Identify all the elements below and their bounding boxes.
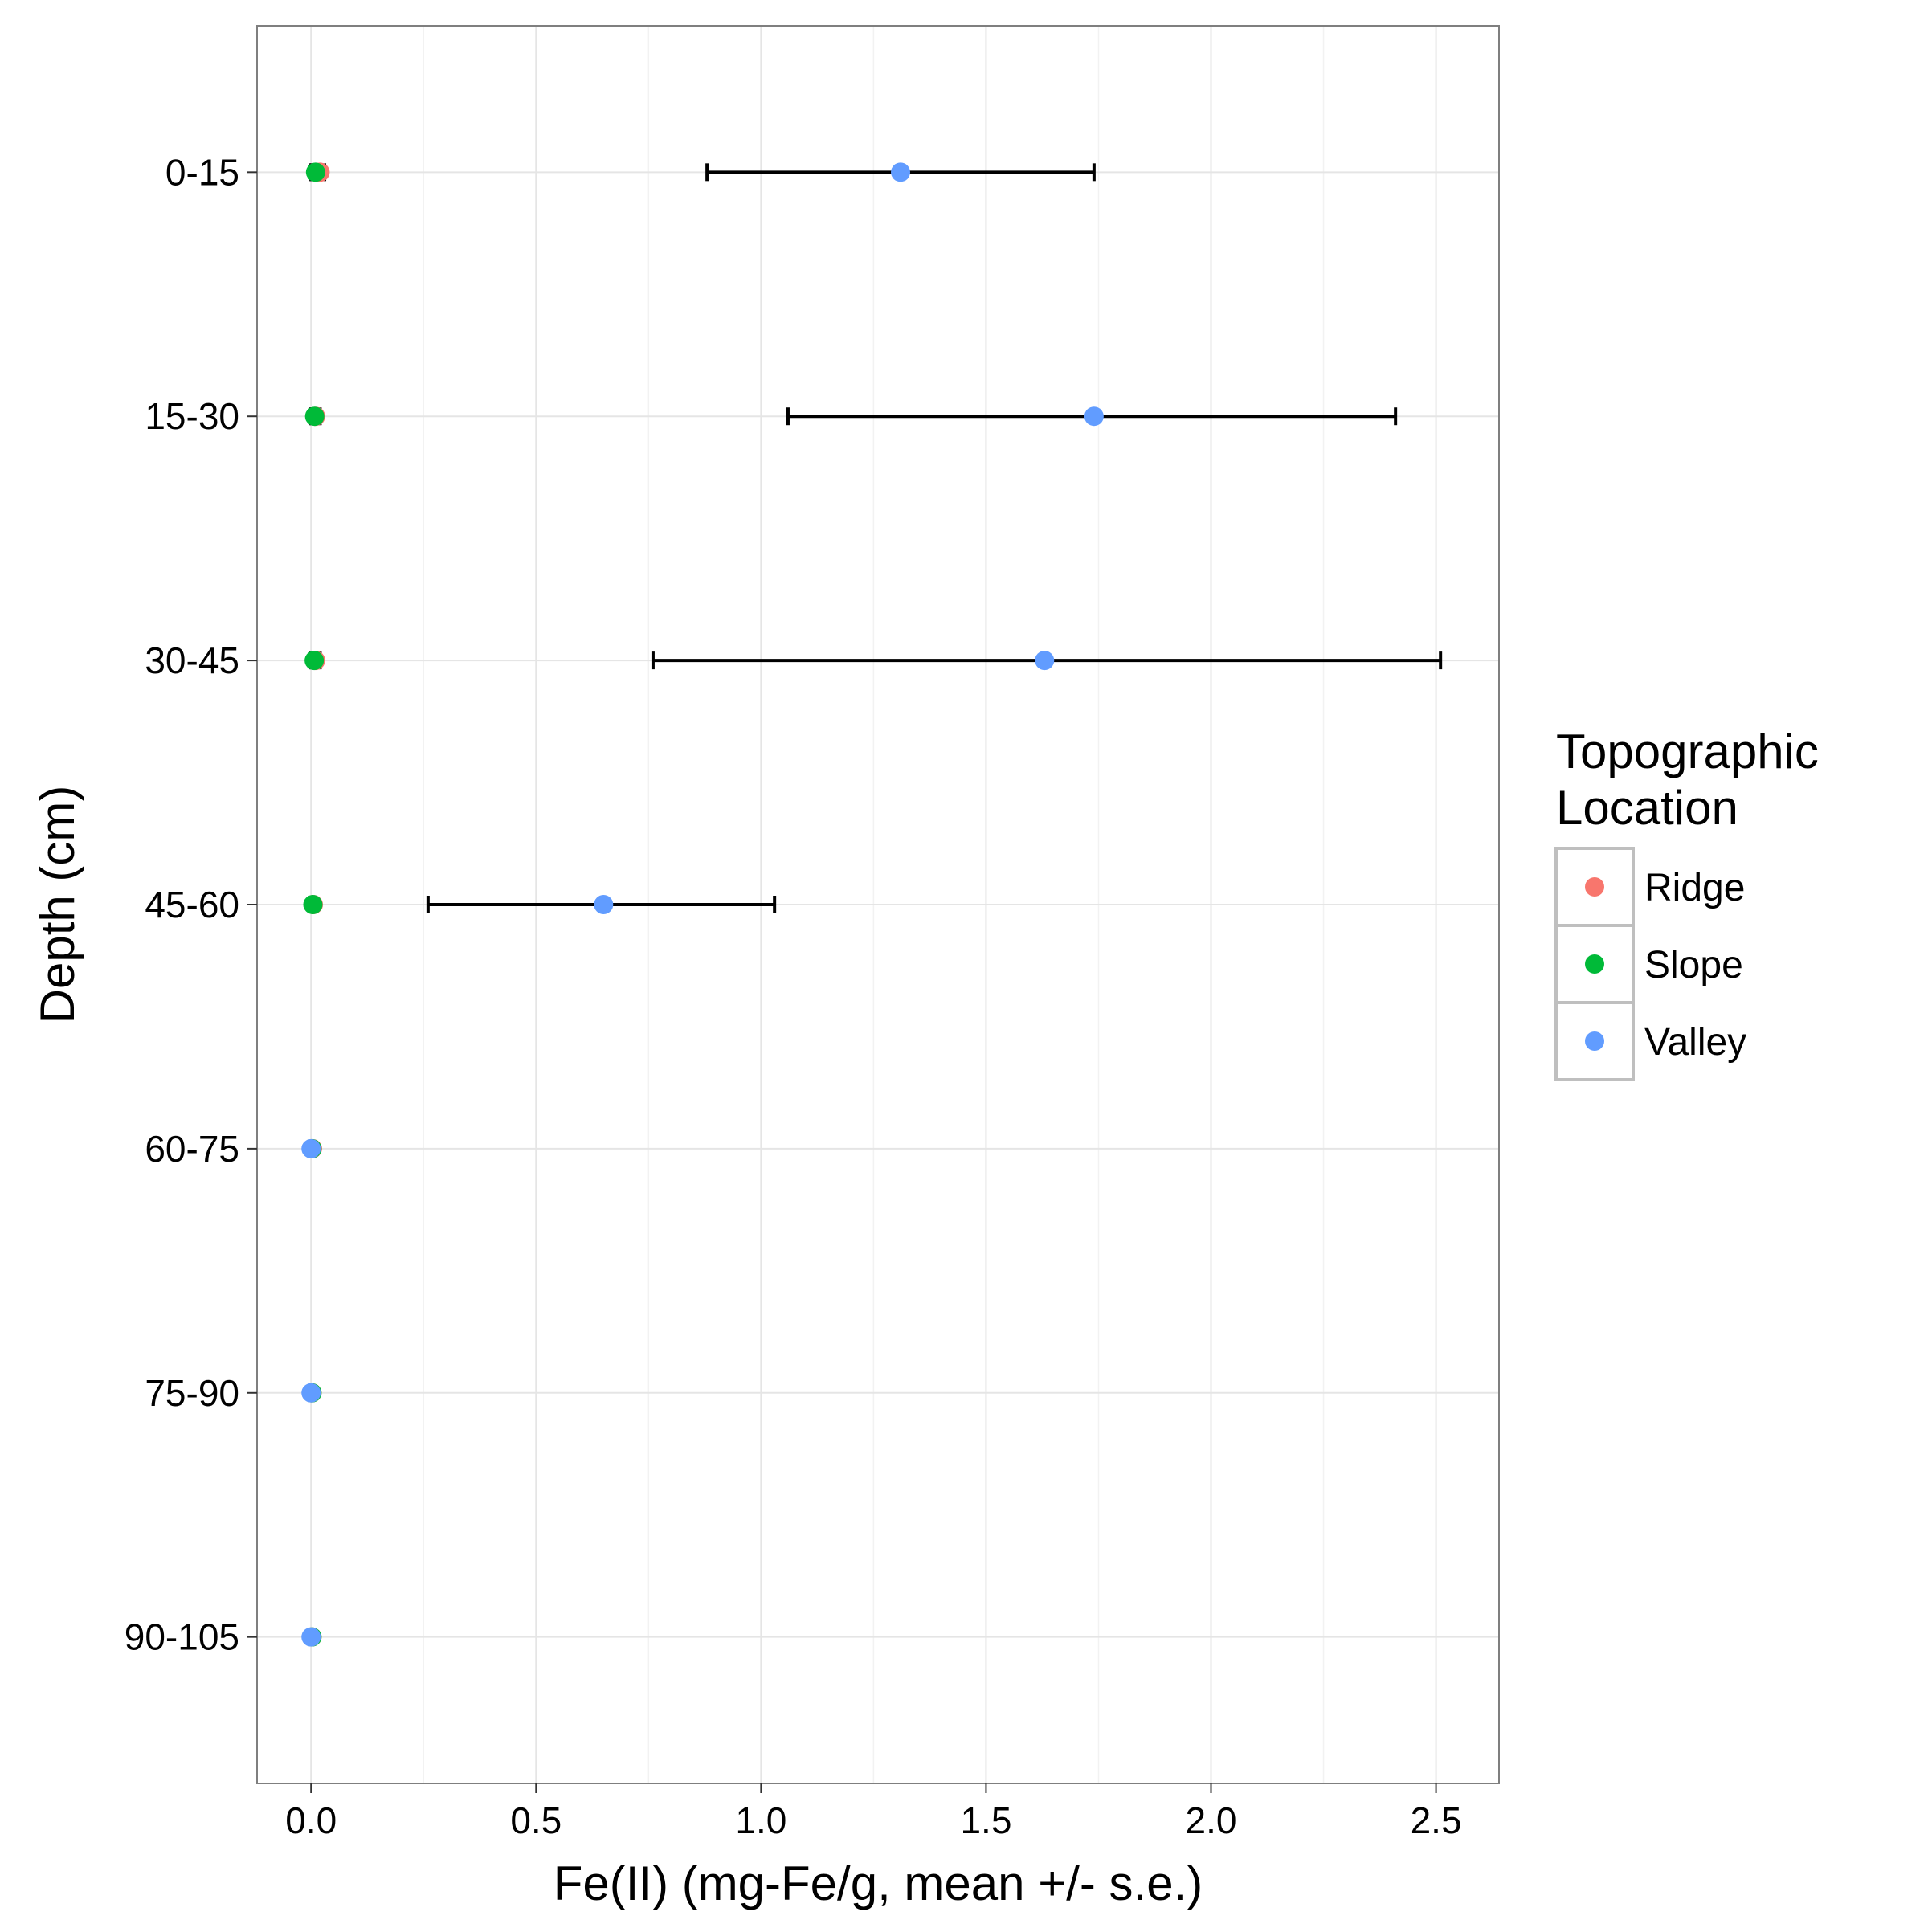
y-tick-label: 0-15 bbox=[165, 151, 239, 193]
point-valley-30-45 bbox=[1035, 651, 1055, 671]
x-axis-title: Fe(II) (mg-Fe/g, mean +/- s.e.) bbox=[553, 1856, 1203, 1910]
grid-layer bbox=[257, 26, 1499, 1783]
y-tick-label: 60-75 bbox=[145, 1128, 239, 1170]
x-tick-label: 1.0 bbox=[735, 1799, 786, 1841]
x-tick-label: 2.5 bbox=[1411, 1799, 1462, 1841]
legend-label: Ridge bbox=[1644, 867, 1745, 909]
point-slope-0-15 bbox=[305, 162, 325, 182]
point-valley-15-30 bbox=[1084, 406, 1104, 427]
x-axis: 0.0 0.5 1.0 1.5 2.0 2.5 bbox=[285, 1783, 1462, 1841]
y-tick-label: 75-90 bbox=[145, 1372, 239, 1414]
legend-title-line-1: Topographic bbox=[1556, 725, 1819, 778]
x-tick-label: 0.5 bbox=[510, 1799, 562, 1841]
y-axis: 0-15 15-30 30-45 45-60 60-75 75-90 90-105 bbox=[125, 151, 257, 1658]
x-tick-label: 1.5 bbox=[960, 1799, 1011, 1841]
point-valley-75-90 bbox=[301, 1383, 321, 1403]
legend-item-slope: Slope bbox=[1554, 924, 1743, 1004]
point-valley-45-60 bbox=[594, 895, 614, 914]
legend-title-line-2: Location bbox=[1556, 781, 1738, 835]
y-tick-label: 30-45 bbox=[145, 639, 239, 681]
legend-item-valley: Valley bbox=[1554, 1001, 1746, 1081]
y-tick-label: 45-60 bbox=[145, 884, 239, 925]
point-slope-15-30 bbox=[304, 406, 325, 427]
legend: Topographic Location Ridge Slope Valley bbox=[1554, 725, 1819, 1081]
point-valley-0-15 bbox=[891, 162, 911, 182]
legend-label: Valley bbox=[1644, 1021, 1746, 1064]
legend-key-symbol bbox=[1585, 954, 1604, 974]
legend-key-symbol bbox=[1585, 1031, 1604, 1051]
point-slope-30-45 bbox=[304, 651, 325, 671]
data-points bbox=[301, 162, 1104, 1647]
legend-items: Ridge Slope Valley bbox=[1554, 847, 1746, 1081]
x-tick-label: 0.0 bbox=[285, 1799, 337, 1841]
point-slope-45-60 bbox=[303, 895, 323, 914]
legend-key-symbol bbox=[1585, 877, 1604, 897]
legend-item-ridge: Ridge bbox=[1554, 847, 1745, 927]
point-valley-60-75 bbox=[301, 1138, 321, 1158]
y-tick-label: 90-105 bbox=[125, 1616, 239, 1658]
legend-label: Slope bbox=[1644, 944, 1743, 986]
point-valley-90-105 bbox=[301, 1627, 321, 1647]
y-axis-title: Depth (cm) bbox=[31, 786, 84, 1024]
x-tick-label: 2.0 bbox=[1186, 1799, 1237, 1841]
y-tick-label: 15-30 bbox=[145, 395, 239, 437]
